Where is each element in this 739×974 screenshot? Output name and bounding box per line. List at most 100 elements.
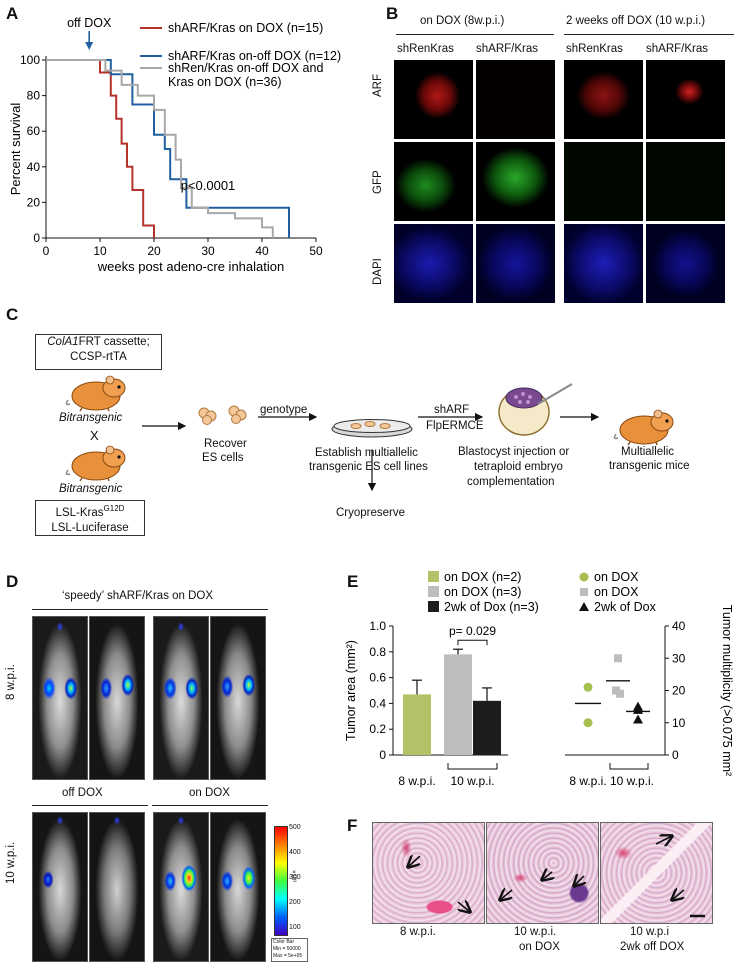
offdox-arrow-head xyxy=(85,42,94,50)
micrograph-arf-sharf-ondox xyxy=(476,60,555,139)
micrograph-dapi-shren-offdox xyxy=(564,224,643,303)
es-cells-label: ES cells xyxy=(202,452,244,464)
bitransgenic-top: Bitransgenic xyxy=(59,412,123,424)
f-label-8wpi: 8 w.p.i. xyxy=(400,926,436,938)
bar xyxy=(403,694,431,755)
y-axis-label-left: Tumor area (mm²) xyxy=(344,640,358,741)
scatter-point xyxy=(583,682,593,692)
legend-label: shARF/Kras on DOX (n=15) xyxy=(168,21,323,35)
blastocyst-line3: complementation xyxy=(467,476,555,488)
scatter-point xyxy=(614,654,622,663)
survival-chart: 0 20 40 60 80 100 0 10 20 30 40 50 weeks post adeno-… xyxy=(8,16,341,274)
offdox-annotation: off DOX xyxy=(67,16,112,30)
tumor-arrow xyxy=(672,890,684,900)
legend-marker xyxy=(580,588,588,596)
flpermce-label: FlpERMCE xyxy=(426,420,484,432)
colorbar-legend-box: Color Bar Min = 50000 Max = 5e+05 xyxy=(271,938,308,962)
legend-label: shARF/Kras on-off DOX (n=12) xyxy=(168,49,341,63)
cryopreserve-label: Cryopreserve xyxy=(336,507,406,519)
x-axis-label: weeks post adeno-cre inhalation xyxy=(97,259,284,274)
lsl-kras-text: LSL-Kras xyxy=(55,506,104,519)
legend-swatch xyxy=(428,601,439,612)
b-col-label: shRenKras xyxy=(566,43,623,55)
histology-image-10wpi-offdox xyxy=(600,822,713,924)
b-row-label-arf: ARF xyxy=(372,74,384,97)
colorbar-tick: 300 xyxy=(289,874,301,881)
y-tick-label: 0 xyxy=(379,748,386,762)
b-row-label-dapi: DAPI xyxy=(372,258,384,285)
tumor-arrow xyxy=(408,856,420,867)
y-axis-label-right: Tumor multiplicity (>0.075 mm² xyxy=(720,605,734,776)
x-tick-label: 30 xyxy=(201,244,215,258)
f-label-10wpi-b: 10 w.p.i xyxy=(630,926,669,938)
legend-label: on DOX xyxy=(594,570,639,584)
bar xyxy=(473,700,501,755)
micrograph-dapi-shren-ondox xyxy=(394,224,473,303)
scatter-point xyxy=(583,718,593,728)
micrograph-gfp-shren-offdox xyxy=(564,142,643,221)
mouse-icon xyxy=(613,409,674,446)
group-brace xyxy=(609,763,649,770)
flow-arrows xyxy=(142,412,600,492)
colorbar-tick: 200 xyxy=(289,899,301,906)
es-cells-icon xyxy=(198,405,247,425)
d-offdox-label: off DOX xyxy=(62,787,103,799)
establish-line2: transgenic ES cell lines xyxy=(309,461,428,473)
blastocyst-line1: Blastocyst injection or xyxy=(458,446,570,458)
x-tick-label: 50 xyxy=(309,244,323,258)
group-brace xyxy=(447,763,498,770)
micrograph-gfp-sharf-offdox xyxy=(646,142,725,221)
y-tick-label: 40 xyxy=(672,619,686,633)
d-title-line xyxy=(32,609,268,610)
bli-image-10wpi-ondox-1 xyxy=(153,812,209,962)
micrograph-arf-sharf-offdox xyxy=(646,60,725,139)
legend-label: on DOX (n=3) xyxy=(444,585,521,599)
x-label: 8 w.p.i. xyxy=(398,774,435,788)
establish-line1: Establish multiallelic xyxy=(315,447,418,459)
tumor-arrow xyxy=(458,902,470,912)
tumor-arrow xyxy=(574,876,584,886)
f-label-offdox: 2wk off DOX xyxy=(620,941,685,953)
legend-label: on DOX xyxy=(594,585,639,599)
d-offdox-line xyxy=(32,805,148,806)
g12d-superscript: G12D xyxy=(103,504,125,513)
colorbar-unit: ×10³ xyxy=(290,870,296,883)
y-tick-label: 0 xyxy=(33,231,40,245)
blastocyst-line2: tetraploid embryo xyxy=(474,461,563,473)
genotype-label: genotype xyxy=(260,404,308,416)
mouse-icon xyxy=(65,375,126,412)
b-col-label: shARF/Kras xyxy=(476,43,538,55)
f-label-ondox: on DOX xyxy=(519,941,560,953)
y-tick-label: 20 xyxy=(672,684,686,698)
y-tick-label: 40 xyxy=(27,160,41,174)
y-tick-label: 1.0 xyxy=(369,619,386,633)
y-tick-label: 100 xyxy=(20,53,40,67)
bitransgenic-bottom: Bitransgenic xyxy=(59,483,123,495)
legend-label: Kras on DOX (n=36) xyxy=(168,75,282,89)
cross-symbol: X xyxy=(90,428,99,443)
bli-image-8wpi-2 xyxy=(89,616,145,780)
y-tick-label: 10 xyxy=(672,716,686,730)
bli-image-10wpi-ondox-2 xyxy=(210,812,266,962)
colorbar-legend-text: Color Bar xyxy=(273,939,295,945)
panel-label-d: D xyxy=(6,572,19,591)
blastocyst-injection-icon xyxy=(498,383,573,436)
survival-curve xyxy=(46,59,274,238)
panel-label-e: E xyxy=(347,572,359,591)
x-tick-label: 40 xyxy=(255,244,269,258)
bli-image-10wpi-offdox-2 xyxy=(89,812,145,962)
panel-label-c: C xyxy=(6,305,19,324)
tumor-chart: on DOX (n=2)on DOX (n=3)2wk of Dox (n=3)… xyxy=(344,570,734,788)
tumor-arrow xyxy=(542,872,552,880)
luminescence-color-bar xyxy=(274,826,288,936)
x-tick-label: 20 xyxy=(147,244,161,258)
b-header-ondox: on DOX (8w.p.i.) xyxy=(420,15,505,27)
bar xyxy=(444,654,472,755)
x-label: 8 w.p.i. xyxy=(569,774,606,788)
legend-label: shRen/Kras on-off DOX and xyxy=(168,61,323,75)
x-label: 10 w.p.i. xyxy=(450,774,494,788)
bli-image-8wpi-1 xyxy=(32,616,88,780)
panel-label-f: F xyxy=(347,816,358,835)
d-ondox-line xyxy=(152,805,268,806)
y-tick-label: 0.8 xyxy=(369,645,386,659)
